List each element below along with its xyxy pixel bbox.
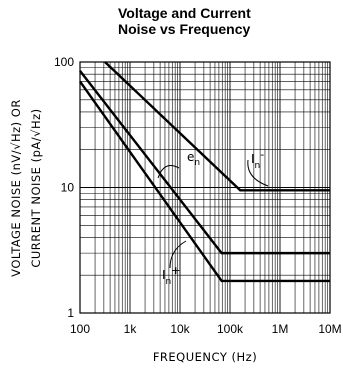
y-tick-labels: 1 10 100 [54, 55, 74, 320]
annotation-in-minus-sup: - [260, 148, 264, 161]
annotation-in-minus-sub: n [255, 161, 261, 171]
annotation-in-plus: In+ [162, 264, 180, 287]
y-tick-label: 10 [61, 181, 75, 195]
annotation-in-minus-base: I [251, 152, 255, 166]
x-tick-label: 100k [217, 322, 244, 336]
annotation-in-plus-sup: + [171, 264, 180, 277]
x-tick-label: 100 [70, 322, 90, 336]
series-line-in-minus [104, 61, 330, 192]
annotation-in-plus-base: I [162, 268, 166, 282]
in-minus-leader [247, 159, 269, 187]
plot-frame [79, 61, 331, 314]
grid [80, 62, 330, 313]
annotation-en: en [187, 150, 200, 168]
x-tick-label: 10M [318, 322, 341, 336]
annotation-in-plus-sub: n [166, 277, 172, 287]
in-plus-leader [169, 240, 187, 269]
annotation-en-sub: n [194, 158, 200, 168]
chart-title-line-1: Voltage and Current [118, 5, 251, 21]
series-lines [79, 61, 330, 283]
annotation-en-base: e [187, 150, 194, 164]
x-axis-label: FREQUENCY (Hz) [153, 350, 257, 364]
en-leader [157, 165, 180, 179]
series-line-in-minus [79, 80, 330, 283]
chart-title-line-2: Noise vs Frequency [118, 21, 251, 37]
x-tick-labels: 100 1k 10k 100k 1M 10M [70, 322, 342, 336]
y-axis-label-sub: CURRENT NOISE (pA/√Hz) [29, 108, 43, 267]
y-tick-label: 100 [54, 55, 74, 69]
y-tick-label: 1 [67, 306, 74, 320]
x-tick-label: 1k [124, 322, 138, 336]
x-tick-label: 10k [170, 322, 190, 336]
annotation-in-minus: In- [251, 148, 264, 171]
series-line-en [79, 70, 330, 255]
chart-title: Voltage and Current Noise vs Frequency [118, 5, 251, 37]
x-tick-label: 1M [272, 322, 289, 336]
y-axis-label-main: VOLTAGE NOISE (nV/√Hz) OR [9, 99, 23, 277]
